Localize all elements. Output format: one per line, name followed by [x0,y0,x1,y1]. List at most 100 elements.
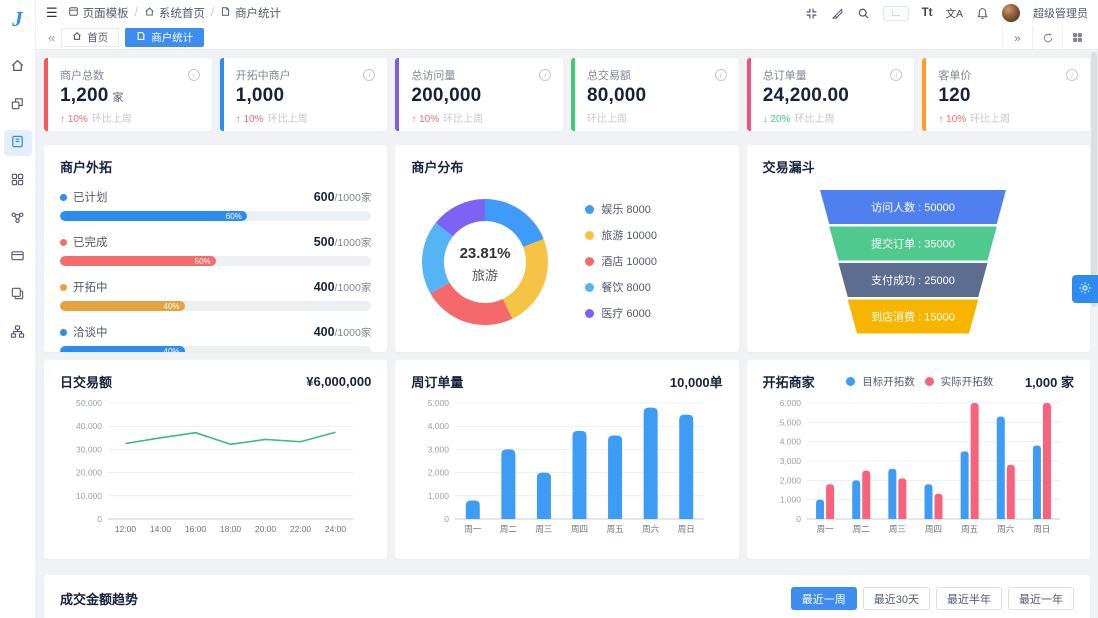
tabs-scroll-left-icon[interactable]: « [48,30,56,45]
expansion-bar-目标开拓数-周六[interactable] [996,416,1005,519]
donut-slice-酒店[interactable] [430,282,513,326]
tab-home[interactable]: 首页 [61,28,120,47]
expansion-bar-目标开拓数-周三[interactable] [888,468,897,519]
legend-dot-icon [60,193,67,201]
sidebar-item-home[interactable] [4,54,32,80]
merchant-distribution-donut-chart: 23.81% 旅游 [422,199,549,326]
info-icon[interactable]: i [187,69,200,81]
legend-item[interactable]: 娱乐 8000 [585,201,657,217]
legend-item[interactable]: 目标开拓数 [846,374,915,389]
design-icon[interactable] [831,7,844,20]
svg-text:周六: 周六 [642,524,660,534]
stat-card-value: 1,000 [235,85,285,106]
search-icon[interactable] [857,7,870,20]
svg-text:16:00: 16:00 [185,524,207,534]
expansion-bar-实际开拓数-周三[interactable] [898,478,907,519]
legend-item[interactable]: 实际开拓数 [924,374,993,389]
window-icon [68,6,79,20]
funnel-segment-支付成功[interactable] [838,263,988,297]
stat-card-footer-label: 环比上周 [91,114,132,125]
expansion-bar-实际开拓数-周六[interactable] [1006,464,1015,519]
expansion-bar-目标开拓数-周一[interactable] [815,499,824,519]
svg-text:周六: 周六 [997,524,1015,534]
user-avatar[interactable] [1002,4,1020,22]
expansion-bar-目标开拓数-周二[interactable] [851,480,860,519]
expansion-bar-目标开拓数-周四[interactable] [924,484,933,519]
svg-text:2,000: 2,000 [779,475,801,485]
tabs-scroll-right-icon[interactable]: » [1002,26,1032,49]
refresh-icon[interactable] [1032,26,1062,49]
expansion-bar-实际开拓数-周四[interactable] [934,493,943,519]
svg-text:周四: 周四 [925,524,942,534]
document-icon [136,31,146,44]
sidebar-item-windows[interactable] [4,282,32,308]
weekly-orders-bar-周三[interactable] [537,472,552,519]
translate-icon[interactable]: 文A [945,7,963,20]
info-icon[interactable]: i [714,69,727,81]
info-icon[interactable]: i [1066,69,1079,81]
weekly-orders-bar-周日[interactable] [679,414,694,519]
svg-text:24:00: 24:00 [325,524,347,534]
donut-slice-医疗[interactable] [436,199,486,237]
app-logo: J [12,6,23,31]
sidebar-item-sitemap[interactable] [4,320,32,346]
font-size-icon[interactable]: Tt [921,7,933,19]
outreach-row-label: 已完成 [73,237,108,249]
breadcrumb-item-merchant-stats[interactable]: 商户统计 [220,5,281,21]
breadcrumb-item-system-home[interactable]: 系统首页 [144,5,205,21]
theme-settings-button[interactable] [1072,275,1098,303]
info-icon[interactable]: i [539,69,552,81]
notification-bell-icon[interactable] [976,7,989,20]
weekly-orders-bar-周二[interactable] [501,449,516,519]
sidebar-item-components[interactable] [4,92,32,118]
expansion-bar-实际开拓数-周五[interactable] [970,403,979,519]
weekly-orders-bar-周五[interactable] [608,435,623,519]
top-navbar: ☰ 页面模板 / 系统首页 / 商户统计 Tt 文A 超级管理员 [36,0,1098,26]
breadcrumb-item-templates[interactable]: 页面模板 [68,5,129,21]
legend-item[interactable]: 旅游 10000 [585,227,657,243]
weekly-orders-bar-周一[interactable] [466,500,481,519]
legend-item[interactable]: 餐饮 8000 [585,279,657,295]
weekly-orders-bar-周四[interactable] [572,430,587,519]
page-scrollbar[interactable] [1091,52,1097,614]
weekly-orders-bar-周六[interactable] [643,407,658,519]
donut-slice-餐饮[interactable] [422,222,454,294]
trend-range-button[interactable]: 最近一周 [790,587,857,610]
outreach-row-label: 开拓中 [73,282,108,294]
template-icon [10,134,25,152]
expansion-bar-实际开拓数-周一[interactable] [825,484,834,519]
expansion-bar-实际开拓数-周二[interactable] [861,470,870,519]
funnel-segment-提交订单[interactable] [828,226,997,261]
progress-bar-track: 40% [60,301,372,311]
sidebar-item-apps[interactable] [4,168,32,194]
tabs-menu-icon[interactable] [1062,26,1092,49]
info-icon[interactable]: i [363,69,376,81]
info-icon[interactable]: i [890,69,903,81]
trend-range-button[interactable]: 最近30天 [862,587,930,610]
legend-item[interactable]: 酒店 10000 [585,253,657,269]
fullscreen-icon[interactable] [805,7,818,20]
funnel-segment-到店消费[interactable] [847,299,978,334]
scrollbar-thumb[interactable] [1091,52,1097,307]
funnel-segment-访问人数[interactable] [819,190,1006,224]
sidebar-item-templates[interactable] [3,130,32,156]
breadcrumb-separator: / [134,7,138,19]
components-icon [10,96,25,114]
expansion-bar-目标开拓数-周五[interactable] [960,451,969,519]
legend-dot-icon [585,256,595,266]
trend-range-button[interactable]: 最近半年 [936,587,1002,610]
donut-slice-娱乐[interactable] [485,199,544,248]
user-name[interactable]: 超级管理员 [1033,8,1088,20]
sidebar-item-cluster[interactable] [4,206,32,232]
expansion-bar-目标开拓数-周日[interactable] [1032,445,1041,519]
hamburger-menu-icon[interactable]: ☰ [46,5,58,20]
svg-text:1,000: 1,000 [779,495,801,505]
expansion-bar-实际开拓数-周日[interactable] [1042,403,1051,519]
trend-range-button[interactable]: 最近一年 [1008,587,1074,610]
donut-slice-旅游[interactable] [503,238,549,319]
tabs-bar: « 首页 商户统计 » [36,26,1098,50]
legend-label: 餐饮 8000 [601,282,651,294]
tab-merchant-stats[interactable]: 商户统计 [125,28,205,47]
sidebar-item-cards[interactable] [4,244,32,270]
legend-item[interactable]: 医疗 6000 [585,305,657,321]
